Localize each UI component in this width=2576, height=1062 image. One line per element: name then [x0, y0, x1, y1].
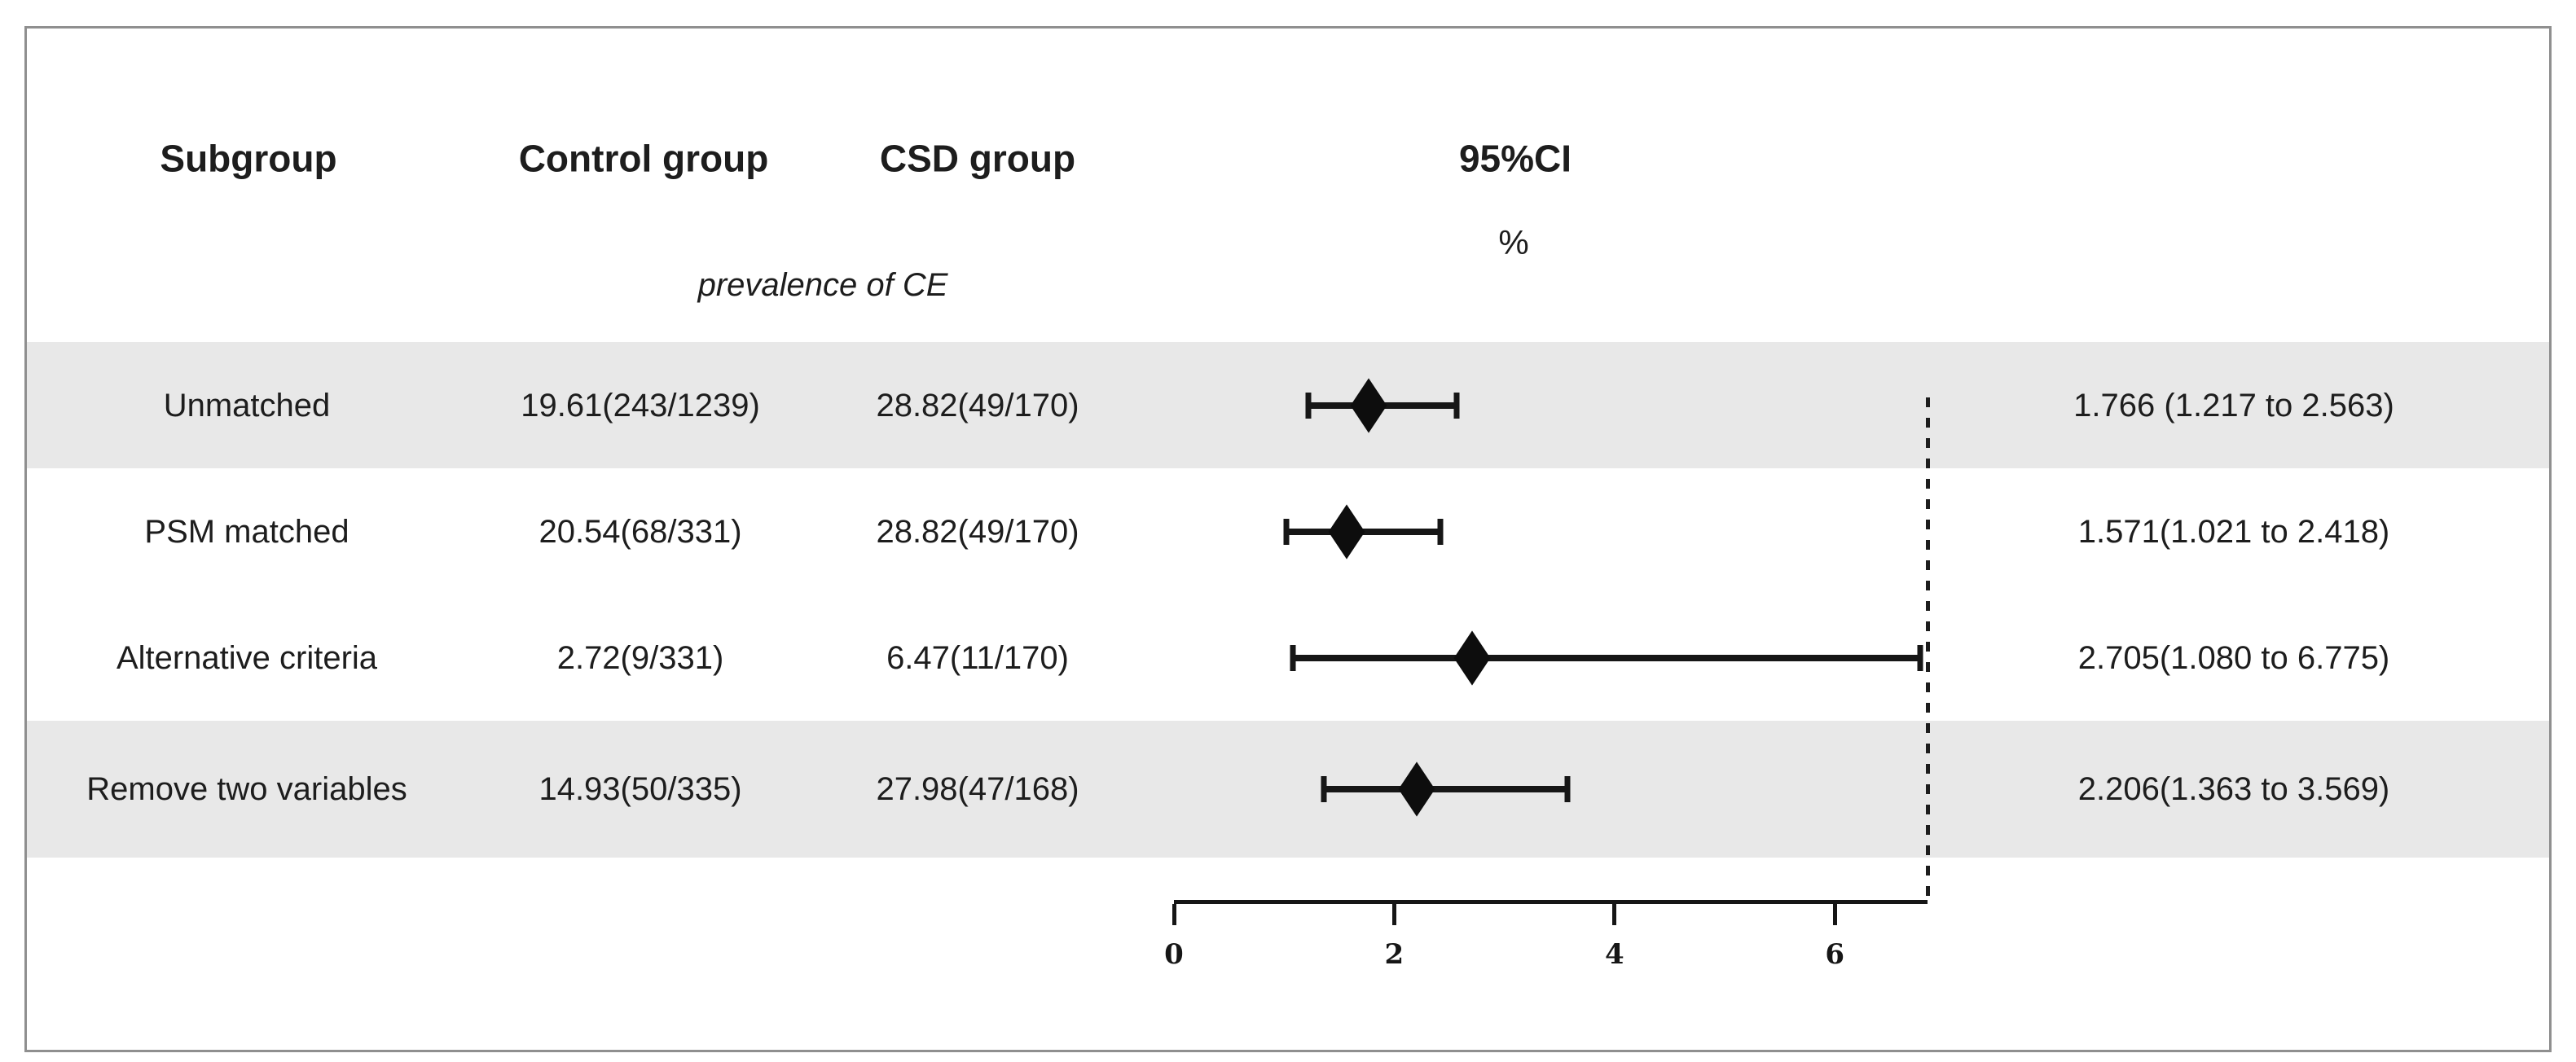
ci-lower-cap [1290, 644, 1296, 671]
ci-lower-cap [1305, 392, 1312, 419]
ci-upper-cap [1917, 644, 1923, 671]
x-axis-tick-label: 0 [1164, 938, 1184, 971]
ci-upper-cap [1437, 518, 1444, 545]
x-axis-tick [1832, 904, 1837, 925]
table-row [27, 721, 2549, 858]
column-header-95ci: 95%CI [1458, 137, 1572, 180]
x-axis-tick-label: 4 [1604, 938, 1624, 971]
x-axis-tick-label: 2 [1384, 938, 1404, 971]
point-estimate-diamond [1350, 377, 1387, 433]
figure-frame [24, 26, 2552, 1052]
table-row [27, 342, 2549, 468]
x-axis-tick [1391, 904, 1396, 925]
x-axis [1174, 900, 1928, 904]
csd-group-value: 28.82(49/170) [876, 513, 1079, 550]
ci-estimate-text: 2.705(1.080 to 6.775) [2077, 639, 2390, 676]
ci-lower-cap [1283, 518, 1290, 545]
point-estimate-diamond [1398, 761, 1435, 817]
column-header-control-group: Control group [518, 137, 769, 180]
reference-dotted-line [1926, 397, 1930, 904]
csd-group-value: 28.82(49/170) [876, 387, 1079, 423]
subgroup-label: Unmatched [163, 387, 331, 423]
ci-upper-cap [1564, 776, 1571, 802]
ci-estimate-text: 1.766 (1.217 to 2.563) [2073, 387, 2394, 423]
x-axis-tick [1612, 904, 1617, 925]
x-axis-tick-label: 6 [1825, 938, 1845, 971]
point-estimate-diamond [1328, 503, 1365, 560]
column-header-subgroup: Subgroup [160, 137, 337, 180]
subheader-prevalence-of-ce: prevalence of CE [697, 267, 948, 303]
ci-whisker [1293, 654, 1920, 661]
control-group-value: 14.93(50/335) [538, 771, 742, 807]
ci-estimate-text: 2.206(1.363 to 3.569) [2077, 771, 2390, 807]
subgroup-label: Remove two variables [86, 771, 407, 807]
csd-group-value: 6.47(11/170) [886, 639, 1069, 676]
subgroup-label: PSM matched [144, 513, 349, 550]
ci-estimate-text: 1.571(1.021 to 2.418) [2077, 513, 2390, 550]
subgroup-label: Alternative criteria [116, 639, 378, 676]
control-group-value: 20.54(68/331) [538, 513, 742, 550]
csd-group-value: 27.98(47/168) [876, 771, 1079, 807]
ci-lower-cap [1321, 776, 1327, 802]
ci-upper-cap [1453, 392, 1460, 419]
control-group-value: 2.72(9/331) [556, 639, 724, 676]
point-estimate-diamond [1453, 630, 1491, 686]
control-group-value: 19.61(243/1239) [521, 387, 760, 423]
subheader-percent: % [1498, 222, 1529, 261]
x-axis-tick [1172, 904, 1176, 925]
ci-whisker [1324, 786, 1567, 792]
column-header-csd-group: CSD group [879, 137, 1076, 180]
